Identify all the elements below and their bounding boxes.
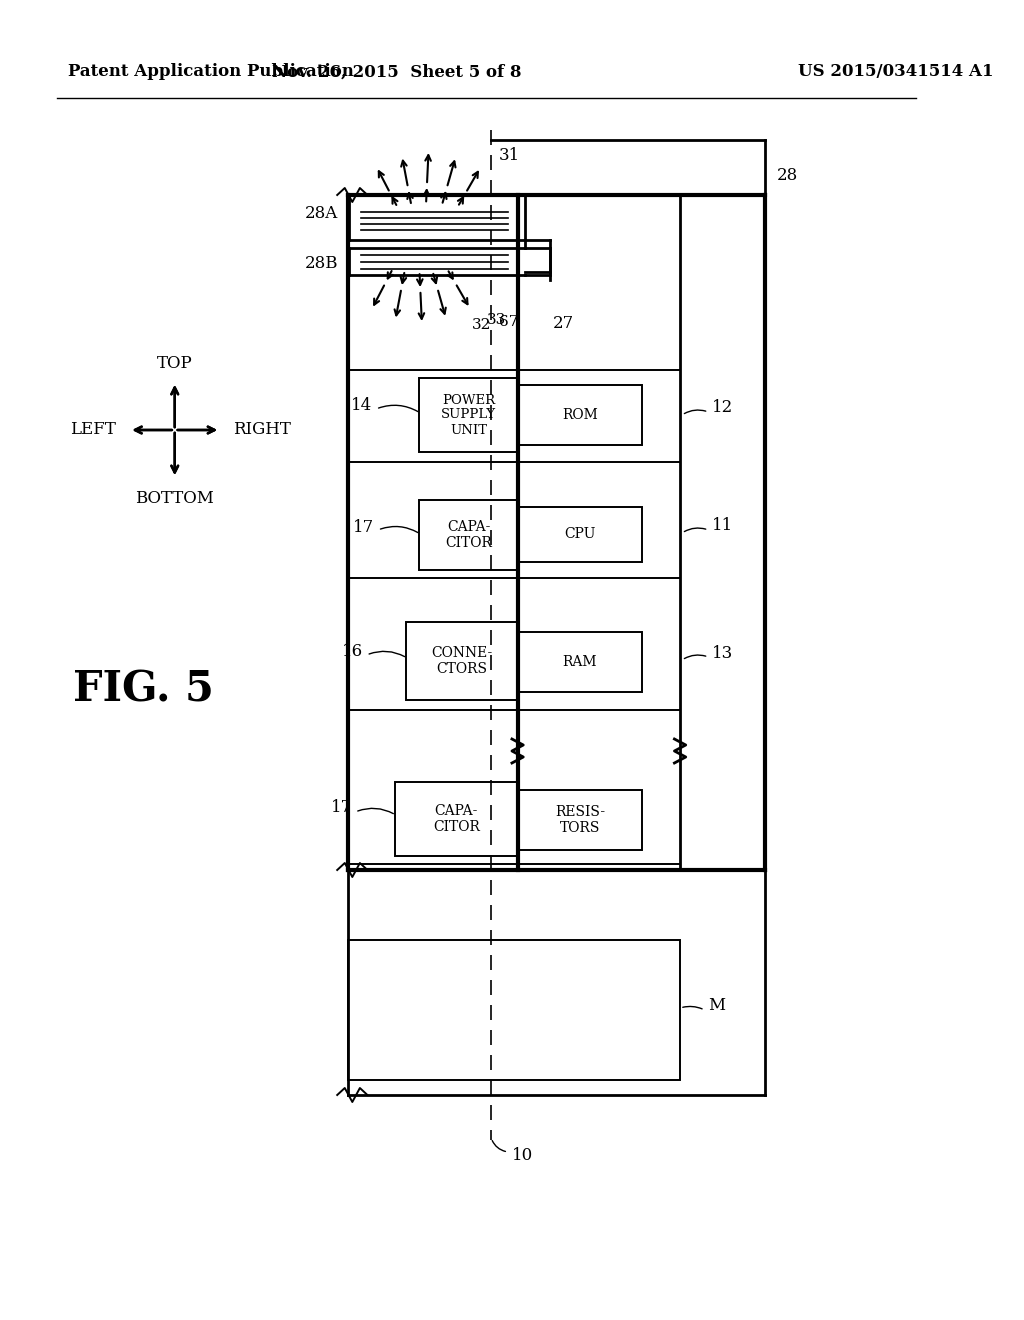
Text: US 2015/0341514 A1: US 2015/0341514 A1 — [798, 63, 993, 81]
Text: CAPA-
CITOR: CAPA- CITOR — [433, 804, 479, 834]
Text: LEFT: LEFT — [71, 421, 116, 438]
Bar — [420, 500, 517, 570]
Text: 31: 31 — [499, 147, 520, 164]
Text: 14: 14 — [351, 397, 373, 414]
Text: RIGHT: RIGHT — [233, 421, 291, 438]
Text: 16: 16 — [342, 644, 364, 660]
Bar — [517, 789, 642, 850]
Bar — [420, 378, 517, 451]
Text: 67: 67 — [499, 315, 518, 329]
Text: 32: 32 — [472, 318, 492, 333]
Bar — [395, 781, 517, 855]
Text: 13: 13 — [713, 644, 733, 661]
Text: 11: 11 — [713, 517, 733, 535]
Bar — [407, 622, 517, 700]
Text: 33: 33 — [486, 313, 506, 327]
Bar — [517, 507, 642, 562]
Text: RESIS-
TORS: RESIS- TORS — [555, 805, 605, 836]
Text: Nov. 26, 2015  Sheet 5 of 8: Nov. 26, 2015 Sheet 5 of 8 — [272, 63, 521, 81]
Text: CAPA-
CITOR: CAPA- CITOR — [445, 520, 492, 550]
Bar — [517, 385, 642, 445]
Text: BOTTOM: BOTTOM — [135, 490, 214, 507]
Text: TOP: TOP — [157, 355, 193, 372]
Text: M: M — [709, 998, 726, 1015]
Text: Patent Application Publication: Patent Application Publication — [68, 63, 354, 81]
Bar — [347, 940, 680, 1080]
Text: 17: 17 — [353, 519, 375, 536]
Text: CONNE-
CTORS: CONNE- CTORS — [431, 645, 493, 676]
Text: 28: 28 — [776, 166, 798, 183]
Text: ROM: ROM — [562, 408, 598, 422]
Text: 28B: 28B — [305, 256, 338, 272]
Text: 17: 17 — [331, 800, 352, 817]
Bar — [517, 632, 642, 692]
Text: 27: 27 — [553, 314, 573, 331]
Text: FIG. 5: FIG. 5 — [73, 669, 214, 711]
Text: 12: 12 — [713, 400, 733, 417]
Text: CPU: CPU — [564, 528, 596, 541]
Text: 28A: 28A — [305, 205, 338, 222]
Text: 10: 10 — [512, 1147, 534, 1164]
Text: RAM: RAM — [563, 655, 597, 669]
Text: POWER
SUPPLY
UNIT: POWER SUPPLY UNIT — [441, 393, 496, 437]
